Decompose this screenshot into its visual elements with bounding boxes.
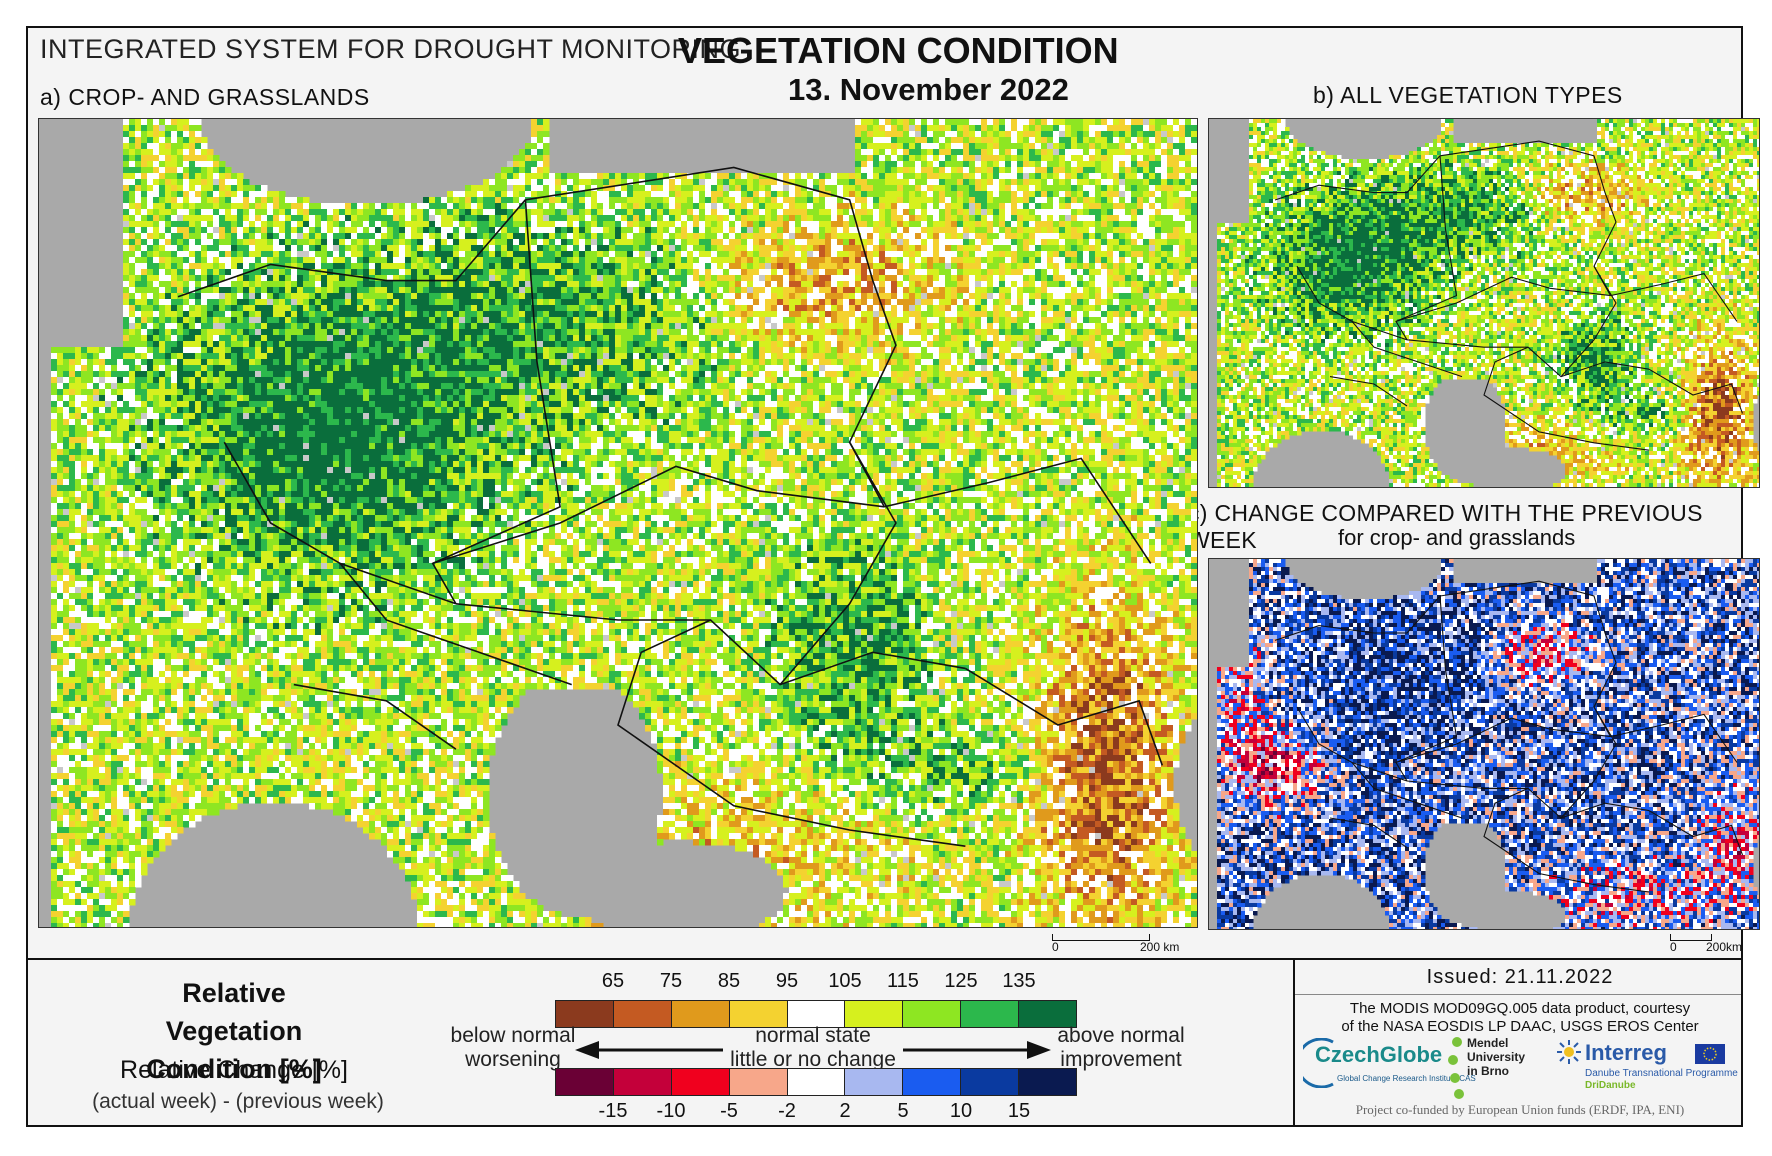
legend-tick-label: 10: [931, 1100, 991, 1123]
legend-tick-label: 105: [815, 970, 875, 993]
change-legend-title: Relative Change [%]: [116, 1056, 352, 1085]
map-b-raster: [1209, 119, 1759, 487]
system-name: INTEGRATED SYSTEM FOR DROUGHT MONITORING: [40, 34, 741, 65]
above-normal-label: above normal improvement: [1046, 1024, 1196, 1072]
legend-swatch: [672, 1069, 730, 1095]
page-title: VEGETATION CONDITION: [678, 30, 1278, 72]
legend-tick-label: 135: [989, 970, 1049, 993]
legend-tick-label: -15: [583, 1100, 643, 1123]
map-b-all-vegetation: [1208, 118, 1760, 488]
right-arrow-icon: [1027, 1041, 1051, 1059]
map-a-scale-bar: 0 200 km: [1048, 934, 1188, 956]
map-c-weekly-change: [1208, 558, 1760, 930]
eu-flag-icon: [1695, 1044, 1725, 1064]
legend-swatch: [961, 1069, 1019, 1095]
legend-swatch: [730, 1069, 788, 1095]
czechglobe-logo: CzechGlobe: [1315, 1042, 1442, 1068]
legend-swatch: [614, 1001, 672, 1027]
interreg-logo: Interreg: [1585, 1040, 1667, 1066]
legend-swatch: [903, 1001, 961, 1027]
legend-swatch: [556, 1069, 614, 1095]
legend-tick-label: 5: [873, 1100, 933, 1123]
panel-b-label: b) ALL VEGETATION TYPES: [1313, 82, 1623, 109]
legend-tick-label: 85: [699, 970, 759, 993]
legend-tick-label: 15: [989, 1100, 1049, 1123]
modis-credit: The MODIS MOD09GQ.005 data product, cour…: [1295, 1000, 1745, 1036]
legend-swatch: [614, 1069, 672, 1095]
legend-tick-label: 125: [931, 970, 991, 993]
legend-swatch: [903, 1069, 961, 1095]
issued-date: Issued: 21.11.2022: [1295, 966, 1745, 989]
legend-swatch: [961, 1001, 1019, 1027]
below-normal-label: below normal worsening: [438, 1024, 588, 1072]
legend-tick-label: -5: [699, 1100, 759, 1123]
direction-arrows: [573, 1036, 1053, 1064]
issue-date-title: 13. November 2022: [788, 72, 1069, 108]
map-c-raster: [1209, 559, 1759, 929]
interreg-subtitle: Danube Transnational Programme DriDanube: [1585, 1068, 1738, 1092]
change-legend-formula: (actual week) - (previous week): [88, 1090, 388, 1114]
map-c-scale-bar: 0 200km: [1668, 934, 1758, 956]
legend-tick-label: 65: [583, 970, 643, 993]
legend-tick-label: 75: [641, 970, 701, 993]
legend-tick-label: -10: [641, 1100, 701, 1123]
change-color-bar: [555, 1068, 1077, 1096]
map-a-raster: [39, 119, 1197, 927]
figure-frame: INTEGRATED SYSTEM FOR DROUGHT MONITORING…: [26, 26, 1743, 1127]
panel-c-sublabel: for crop- and grasslands: [1338, 525, 1575, 551]
legend-tick-label: 95: [757, 970, 817, 993]
legend-swatch: [788, 1069, 846, 1095]
legend-panel: Relative Vegetation Condition [%] Relati…: [28, 958, 1293, 1127]
credits-panel: Issued: 21.11.2022 The MODIS MOD09GQ.005…: [1293, 958, 1743, 1125]
mendel-logo-dots-icon: [1447, 1036, 1467, 1100]
mendel-university-logo: Mendel University in Brno: [1467, 1036, 1525, 1078]
legend-swatch: [845, 1069, 903, 1095]
legend-tick-label: 115: [873, 970, 933, 993]
legend-swatch: [1019, 1069, 1076, 1095]
legend-tick-label: -2: [757, 1100, 817, 1123]
left-arrow-icon: [575, 1041, 599, 1059]
legend-tick-label: 2: [815, 1100, 875, 1123]
map-a-crop-grasslands: [38, 118, 1198, 928]
cofunding-note: Project co-funded by European Union fund…: [1295, 1102, 1745, 1118]
interreg-sun-icon: [1555, 1038, 1583, 1066]
panel-a-label: a) CROP- AND GRASSLANDS: [40, 84, 370, 111]
